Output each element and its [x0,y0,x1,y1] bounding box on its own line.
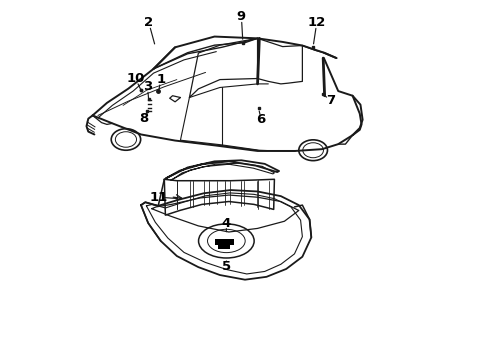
Text: 1: 1 [156,73,165,86]
Text: 9: 9 [237,10,246,23]
Text: 2: 2 [145,17,153,30]
Text: 3: 3 [143,80,152,93]
Text: 6: 6 [256,113,266,126]
Text: 10: 10 [126,72,145,85]
Text: 5: 5 [222,260,231,273]
Text: 7: 7 [326,94,336,107]
Text: 11: 11 [149,191,168,204]
Text: 4: 4 [222,216,231,230]
Polygon shape [218,245,230,249]
Text: 8: 8 [139,112,148,125]
Polygon shape [215,239,234,245]
Text: 12: 12 [308,17,326,30]
